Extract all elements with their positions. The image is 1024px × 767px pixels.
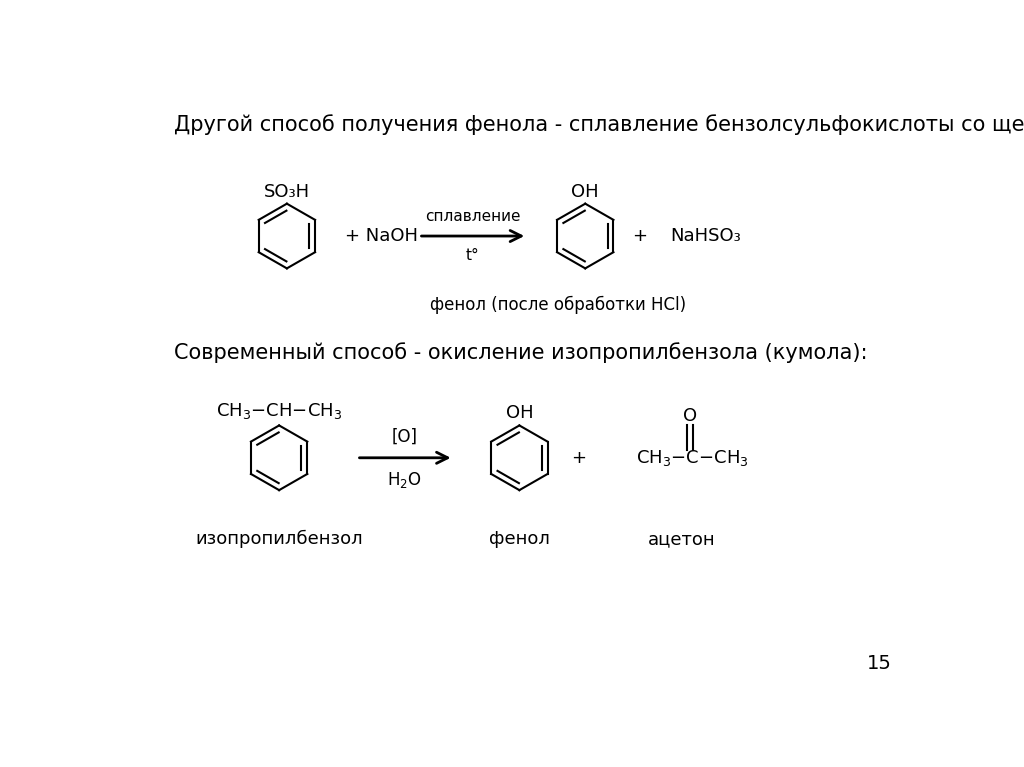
Text: фенол: фенол xyxy=(488,530,550,548)
Text: NaHSO₃: NaHSO₃ xyxy=(671,227,741,245)
Text: фенол (после обработки HCl): фенол (после обработки HCl) xyxy=(430,295,686,314)
Text: CH$_3$$-$CH$-$CH$_3$: CH$_3$$-$CH$-$CH$_3$ xyxy=(216,401,342,421)
Text: OH: OH xyxy=(506,404,534,423)
Text: H$_2$O: H$_2$O xyxy=(387,470,422,490)
Text: t°: t° xyxy=(466,249,480,263)
Text: Современный способ - окисление изопропилбензола (кумола):: Современный способ - окисление изопропил… xyxy=(174,342,868,363)
Text: 15: 15 xyxy=(866,654,891,673)
Text: ацетон: ацетон xyxy=(648,530,716,548)
Text: O: O xyxy=(683,407,697,426)
Text: [O]: [O] xyxy=(391,427,418,446)
Text: сплавление: сплавление xyxy=(425,209,520,224)
Text: изопропилбензол: изопропилбензол xyxy=(196,530,362,548)
Text: SO₃H: SO₃H xyxy=(264,183,310,201)
Text: Другой способ получения фенола - сплавление бензолсульфокислоты со щелочью:: Другой способ получения фенола - сплавле… xyxy=(174,114,1024,135)
Text: + NaOH: + NaOH xyxy=(345,227,418,245)
Text: CH$_3$$-$C$-$CH$_3$: CH$_3$$-$C$-$CH$_3$ xyxy=(636,448,749,468)
Text: +: + xyxy=(571,449,587,467)
Text: OH: OH xyxy=(571,183,599,201)
Text: +: + xyxy=(632,227,647,245)
